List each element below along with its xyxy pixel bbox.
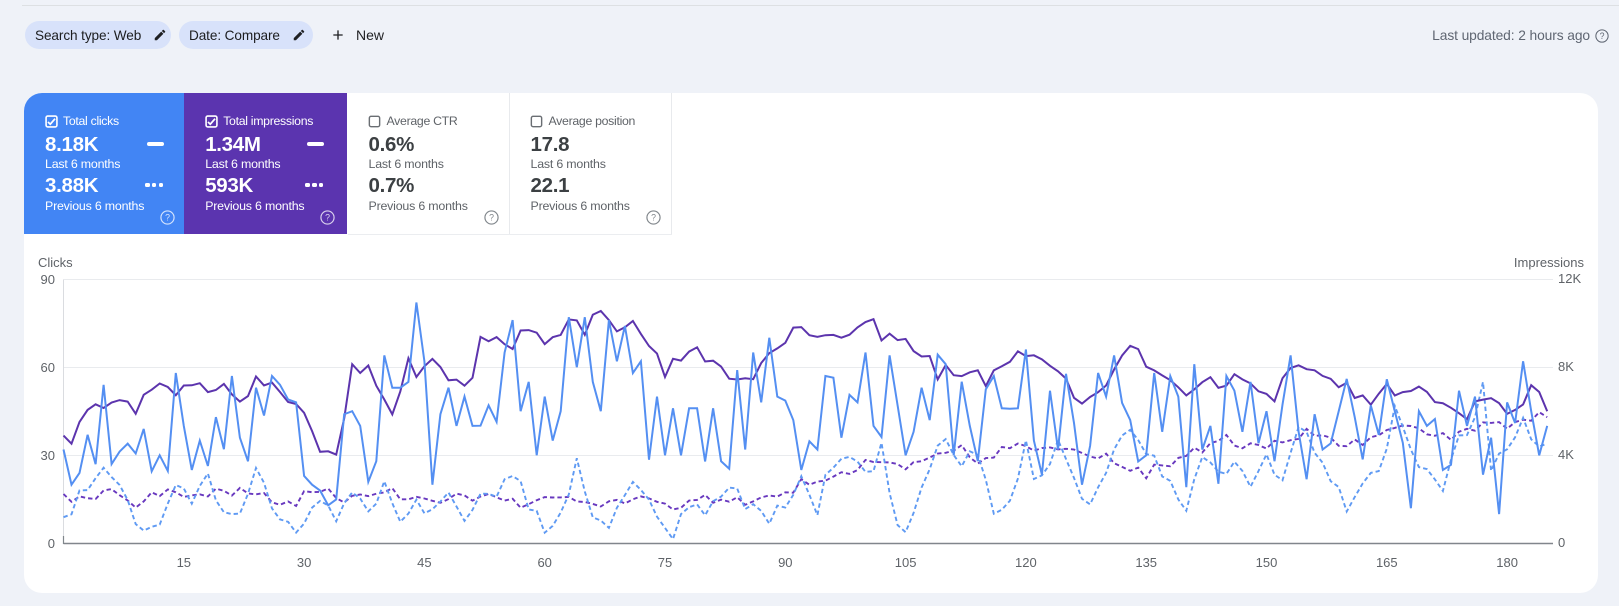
svg-text:0: 0 — [48, 536, 55, 551]
svg-text:180: 180 — [1496, 555, 1518, 570]
svg-text:75: 75 — [658, 555, 672, 570]
svg-text:150: 150 — [1256, 555, 1278, 570]
svg-text:?: ? — [489, 213, 494, 223]
svg-text:?: ? — [325, 213, 330, 223]
svg-text:15: 15 — [177, 555, 191, 570]
svg-text:30: 30 — [41, 448, 55, 463]
svg-text:165: 165 — [1376, 555, 1398, 570]
svg-text:?: ? — [165, 213, 170, 223]
svg-text:90: 90 — [41, 272, 55, 287]
svg-text:45: 45 — [417, 555, 431, 570]
svg-text:4K: 4K — [1558, 447, 1574, 462]
svg-text:30: 30 — [297, 555, 311, 570]
svg-text:?: ? — [651, 213, 656, 223]
svg-text:8K: 8K — [1558, 359, 1574, 374]
svg-text:Clicks: Clicks — [38, 255, 73, 270]
svg-text:0: 0 — [1558, 535, 1565, 550]
svg-text:90: 90 — [778, 555, 792, 570]
svg-text:60: 60 — [41, 360, 55, 375]
svg-text:12K: 12K — [1558, 271, 1581, 286]
svg-text:60: 60 — [537, 555, 551, 570]
svg-text:135: 135 — [1135, 555, 1157, 570]
svg-text:105: 105 — [895, 555, 917, 570]
svg-text:Impressions: Impressions — [1514, 255, 1585, 270]
svg-text:?: ? — [1600, 31, 1605, 41]
svg-text:120: 120 — [1015, 555, 1037, 570]
